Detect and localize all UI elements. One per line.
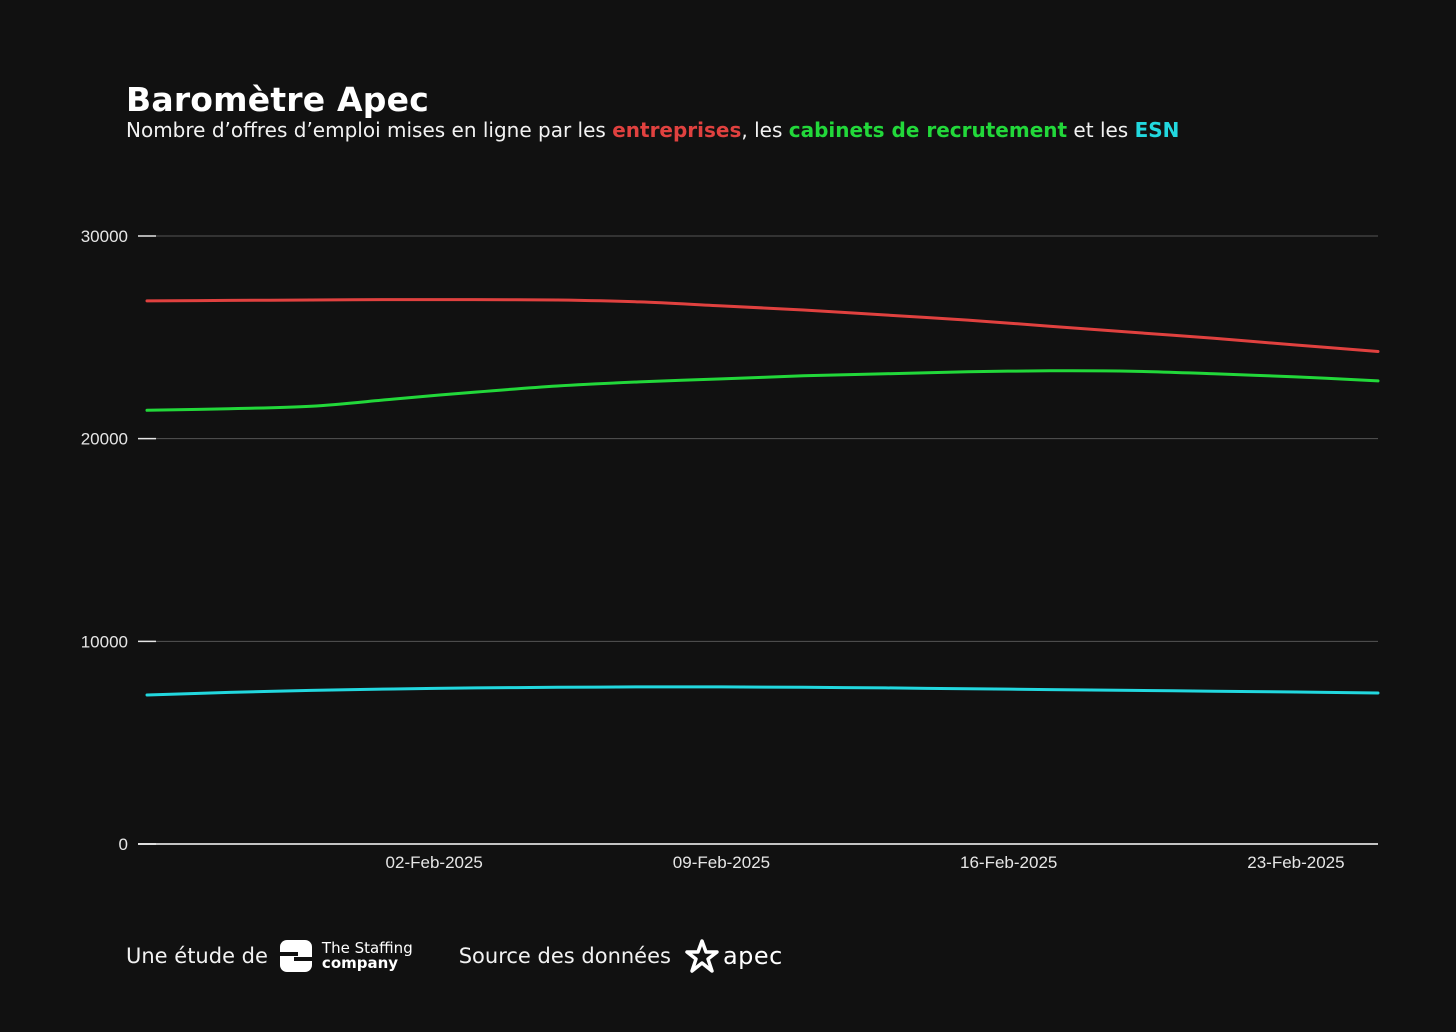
y-tick-label: 30000	[81, 227, 128, 246]
chart-title: Baromètre Apec	[126, 80, 429, 119]
y-tick-label: 10000	[81, 632, 128, 651]
y-tick-label: 0	[119, 835, 128, 854]
apec-logo: apec	[685, 939, 783, 973]
subtitle-prefix: Nombre d’offres d’emploi mises en ligne …	[126, 118, 613, 142]
chart-subtitle: Nombre d’offres d’emploi mises en ligne …	[126, 118, 1179, 142]
staffing-company-logo: The Staffing company	[279, 939, 413, 972]
subtitle-sep1: , les	[741, 118, 789, 142]
staffing-logo-line2: company	[321, 954, 399, 972]
x-tick-label: 09-Feb-2025	[673, 853, 770, 872]
y-tick-label: 20000	[81, 430, 128, 449]
subtitle-entreprises: entreprises	[612, 118, 742, 142]
staffing-logo-line1: The Staffing	[321, 939, 413, 957]
x-tick-label: 16-Feb-2025	[960, 853, 1057, 872]
x-tick-label: 23-Feb-2025	[1247, 853, 1344, 872]
study-label: Une étude de	[126, 944, 268, 968]
staffing-logo-icon	[279, 940, 312, 972]
x-tick-label: 02-Feb-2025	[386, 853, 483, 872]
source-label: Source des données	[458, 944, 671, 968]
subtitle-cabinets: cabinets de recrutement	[788, 118, 1068, 142]
series-line-esn	[145, 685, 1380, 697]
subtitle-sep2: et les	[1067, 118, 1135, 142]
series-line-entreprises	[145, 298, 1380, 353]
series-line-cabinets	[145, 369, 1380, 412]
apec-wordmark: apec	[722, 942, 783, 970]
subtitle-esn: ESN	[1134, 118, 1180, 142]
footer: Une étude de The Staffing company Source…	[126, 936, 783, 976]
apec-star-icon	[685, 939, 719, 973]
